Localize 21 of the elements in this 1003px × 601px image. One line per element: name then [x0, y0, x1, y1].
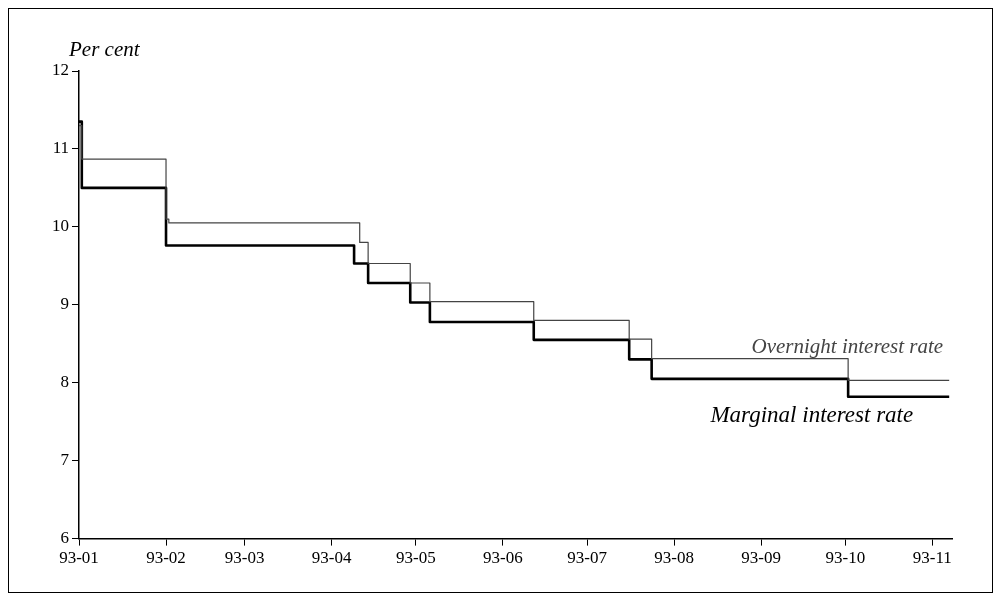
- series-label: Marginal interest rate: [709, 402, 914, 428]
- y-tick-label: 9: [60, 294, 69, 314]
- y-tick-label: 10: [52, 216, 69, 236]
- y-axis-title: Per cent: [68, 37, 141, 62]
- x-tick-label: 93-10: [825, 548, 866, 568]
- x-tick-label: 93-07: [567, 548, 608, 568]
- y-tick-label: 8: [60, 372, 69, 392]
- x-tick-label: 93-01: [59, 548, 99, 568]
- y-tick-label: 7: [60, 450, 70, 470]
- x-tick-label: 93-11: [912, 548, 952, 568]
- y-tick-label: 11: [52, 138, 69, 158]
- x-tick-label: 93-03: [224, 548, 265, 568]
- x-tick-label: 93-05: [396, 548, 436, 568]
- x-tick-label: 93-04: [311, 548, 352, 568]
- series-label: Overnight interest rate: [751, 334, 944, 359]
- y-tick-label: 12: [52, 60, 69, 80]
- x-tick-label: 93-02: [146, 548, 186, 568]
- x-tick-label: 93-06: [483, 548, 523, 568]
- x-tick-label: 93-08: [654, 548, 694, 568]
- y-tick-label: 6: [60, 528, 69, 548]
- x-tick-label: 93-09: [741, 548, 781, 568]
